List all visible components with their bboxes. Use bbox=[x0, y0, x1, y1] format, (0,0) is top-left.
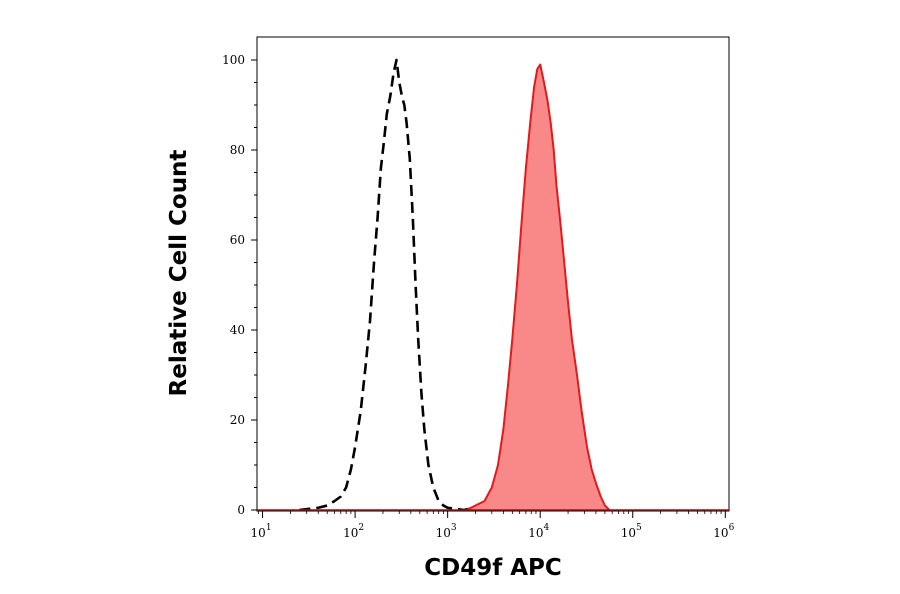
series-layer bbox=[257, 58, 729, 512]
x-tick-exponent: 6 bbox=[729, 523, 735, 533]
y-tick-label: 100 bbox=[222, 53, 245, 67]
y-axis: 0 20 40 60 80 100 bbox=[222, 53, 257, 517]
series-1-line bbox=[466, 63, 611, 511]
x-tick-label: 103 bbox=[436, 523, 457, 540]
y-tick-label: 0 bbox=[237, 503, 245, 517]
y-tick-label: 60 bbox=[230, 233, 245, 247]
x-tick-label: 101 bbox=[251, 523, 272, 540]
y-axis-title: Relative Cell Count bbox=[166, 150, 192, 397]
x-axis: 101 102 103 104 105 106 bbox=[251, 511, 735, 540]
y-tick-label: 40 bbox=[230, 323, 245, 337]
x-tick-label: 102 bbox=[343, 523, 364, 540]
x-tick-label: 106 bbox=[713, 523, 734, 540]
x-tick-exponent: 2 bbox=[358, 523, 364, 533]
series-0-line bbox=[299, 58, 569, 512]
x-axis-title: CD49f APC bbox=[424, 555, 562, 581]
x-tick-exponent: 1 bbox=[266, 523, 272, 533]
plot-area bbox=[256, 36, 730, 512]
x-tick-label: 104 bbox=[528, 523, 549, 540]
series-1-area bbox=[466, 64, 610, 510]
x-tick-exponent: 3 bbox=[451, 523, 457, 533]
x-tick-exponent: 4 bbox=[543, 523, 549, 533]
x-tick-exponent: 5 bbox=[636, 523, 642, 533]
x-tick-label: 105 bbox=[621, 523, 642, 540]
y-tick-label: 80 bbox=[230, 143, 245, 157]
plot-frame bbox=[256, 36, 730, 512]
y-tick-label: 20 bbox=[230, 413, 245, 427]
